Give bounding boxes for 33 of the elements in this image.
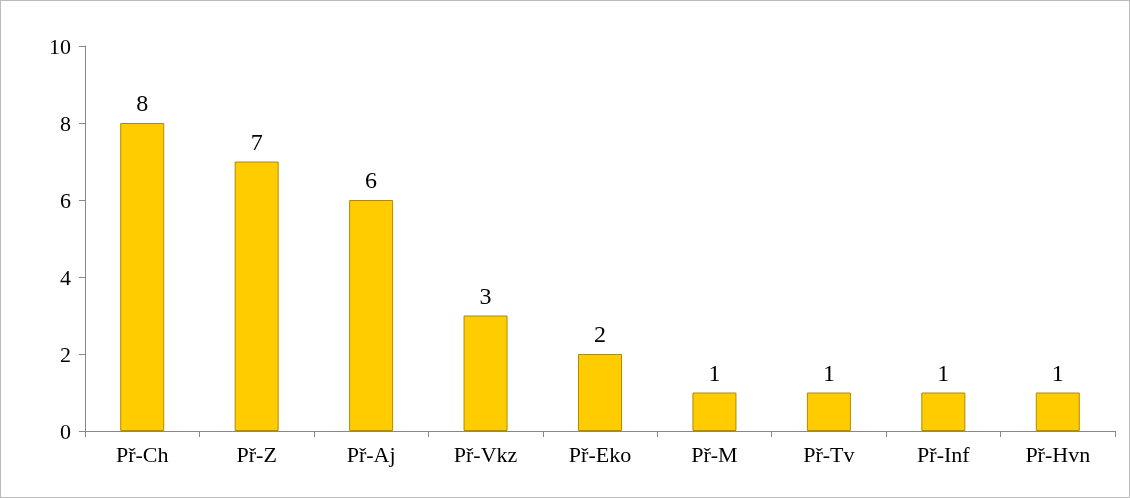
bar — [120, 123, 165, 431]
bar — [806, 392, 851, 431]
y-tick-label: 4 — [60, 264, 71, 290]
y-tick-label: 2 — [60, 341, 71, 367]
bar — [692, 392, 737, 431]
x-tick-label: Př-Vkz — [453, 441, 518, 467]
data-label: 6 — [365, 167, 378, 193]
data-label: 1 — [1051, 359, 1064, 386]
y-tick-label: 0 — [60, 418, 71, 444]
data-label: 3 — [479, 282, 492, 309]
bar — [234, 161, 279, 431]
x-tick-label: Př-M — [691, 441, 738, 467]
x-tick-label: Př-Z — [236, 441, 277, 467]
data-label: 1 — [708, 359, 721, 386]
y-tick-label: 6 — [60, 187, 71, 213]
bar — [921, 392, 966, 431]
bar — [1035, 392, 1080, 431]
data-label: 7 — [250, 128, 263, 155]
y-tick-label: 10 — [49, 33, 71, 59]
x-tick-label: Př-Hvn — [1025, 441, 1091, 467]
data-label: 2 — [594, 321, 606, 347]
x-tick-label: Př-Tv — [803, 441, 855, 467]
bar — [349, 200, 394, 431]
data-label: 1 — [937, 359, 950, 386]
x-tick-label: Př-Ch — [115, 441, 169, 467]
y-tick-label: 8 — [60, 110, 71, 136]
x-tick-label: Př-Inf — [917, 441, 971, 467]
bar — [578, 354, 622, 431]
data-label: 8 — [136, 90, 149, 116]
x-tick-label: Př-Eko — [568, 441, 632, 467]
data-label: 1 — [822, 359, 835, 386]
x-tick-label: Př-Aj — [346, 441, 396, 467]
bar — [463, 315, 508, 431]
